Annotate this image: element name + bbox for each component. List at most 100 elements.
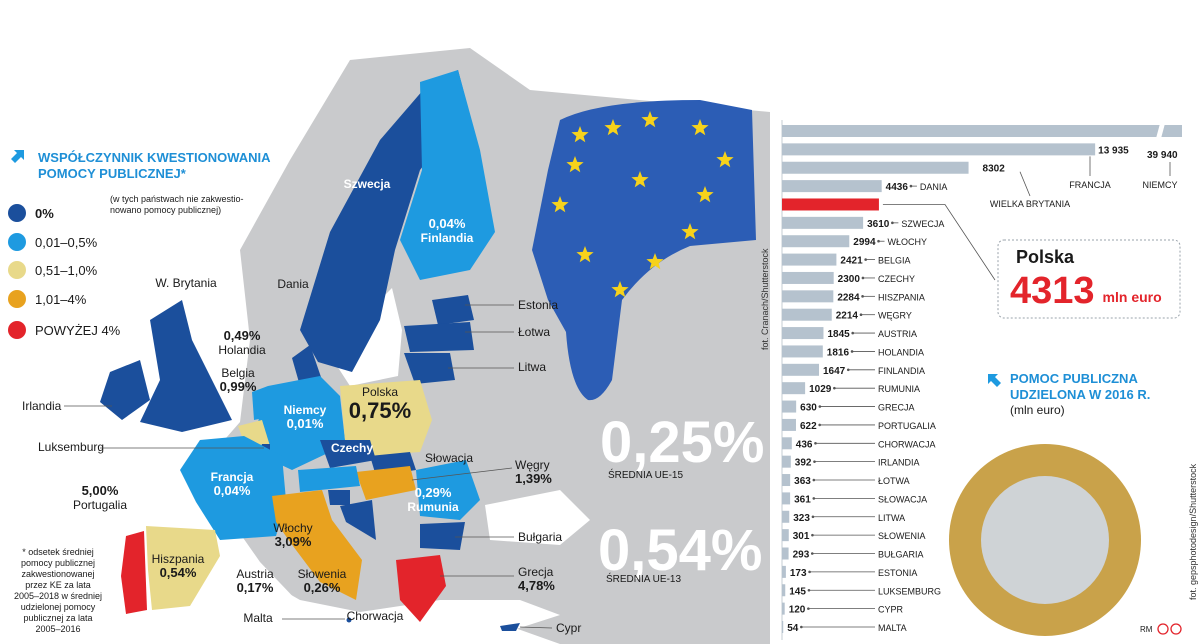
map-country-label: Estonia [518,298,558,312]
callout-unit: mln euro [1103,289,1162,305]
country-finland [400,70,495,280]
value-label: 1029 [809,384,832,395]
legend-swatch [8,233,26,251]
value-label: 301 [793,531,810,542]
map-country-label: Hiszpania [152,552,205,566]
bar [782,510,790,523]
eu-star [646,253,664,270]
map-value-label: 0,17% [237,580,274,595]
average-label: ŚREDNIA UE-13 [606,572,681,585]
map-value-label: 3,09% [275,534,312,549]
category-label: MALTA [878,623,907,633]
country-ireland [100,360,150,420]
leader-dot [851,331,855,335]
footnote: zakwestionowanej [21,569,94,579]
eu-star [716,151,734,168]
country-portugal [121,531,147,614]
leader-dot [877,239,880,243]
legend-arrow [11,150,24,163]
eu-star [641,111,659,128]
country-latvia [404,322,474,352]
average-label: ŚREDNIA UE-15 [608,468,683,481]
leader-dot [812,497,816,500]
map-country-label: Dania [277,277,309,291]
bar [782,125,1182,137]
mediterranean-sea [230,560,560,644]
leader-dot [811,533,814,537]
average-value: 0,25% [600,410,764,475]
value-label: 173 [790,568,807,579]
leader-dot [833,386,836,390]
category-label: HOLANDIA [878,347,924,357]
category-label: RUMUNIA [878,384,920,394]
bar [782,400,797,413]
bar [782,216,864,229]
map-value-label: 0,29% [415,485,452,500]
leader-dot [891,221,894,225]
country-slovenia [328,490,350,505]
leader-dot [909,184,913,188]
chart-subtitle: (mln euro) [1010,403,1065,417]
country-malta [346,617,352,623]
map-country-label: Rumunia [407,500,459,514]
map-country-label: Węgry [515,458,550,472]
legend-title: POMOCY PUBLICZNEJ* [38,166,187,181]
country-poland [340,380,432,456]
leader-dot [811,515,815,519]
leader-dot [859,313,863,317]
leader-dot [807,607,810,610]
bar [782,382,806,395]
category-label: WIELKA BRYTANIA [990,199,1070,209]
legend-label: 1,01–4% [35,292,87,307]
country-netherlands [252,386,274,420]
bar [782,455,791,468]
bar [782,363,820,376]
map-country-label: Belgia [221,366,255,380]
photo-credit: fot. gepsphotodesign/Shutterstock [1188,463,1198,600]
bar [782,437,792,450]
callout-box [997,239,1181,319]
category-label: CHORWACJA [878,439,936,449]
eu-star [691,119,709,136]
country-croatia [340,500,376,540]
value-label: 4436 [886,182,909,193]
map-country-label: Włochy [273,521,312,535]
map-country-label: Bułgaria [518,530,562,544]
legend-swatch [8,204,26,222]
map-value-label: 1,39% [515,471,552,486]
leader-dot [864,258,867,261]
map-value-label: 0,49% [224,328,261,343]
value-label: 145 [789,586,806,597]
footnote: * odsetek średniej [22,547,94,557]
map-country-label: Grecja [518,565,554,579]
photo-credit: fot. Cranach/Shutterstock [760,248,770,350]
category-label: AUSTRIA [878,329,917,339]
bar [782,345,823,358]
value-label: 630 [800,403,817,414]
map-country-label: Portugalia [73,498,127,512]
label-leader [1019,171,1031,197]
map-country-label: Malta [243,611,273,625]
label-leader [519,626,553,629]
category-label: FINLANDIA [878,366,925,376]
legend-label: 0,51–1,0% [35,263,98,278]
leader-dot [800,625,803,629]
value-label: 2994 [853,237,876,248]
leader-dot [818,423,821,427]
value-label: 1647 [823,366,846,377]
leader-dot [861,276,865,280]
leader-dot [814,441,817,445]
value-label: 323 [793,513,810,524]
bar [782,198,879,211]
bar [782,271,834,284]
leader-dot [850,350,854,353]
eu-star [681,223,699,240]
country-france [180,436,286,540]
legend-swatch [8,321,26,339]
map-value-label: 0,75% [349,398,411,423]
value-label: 436 [796,439,813,450]
countries [100,70,520,631]
